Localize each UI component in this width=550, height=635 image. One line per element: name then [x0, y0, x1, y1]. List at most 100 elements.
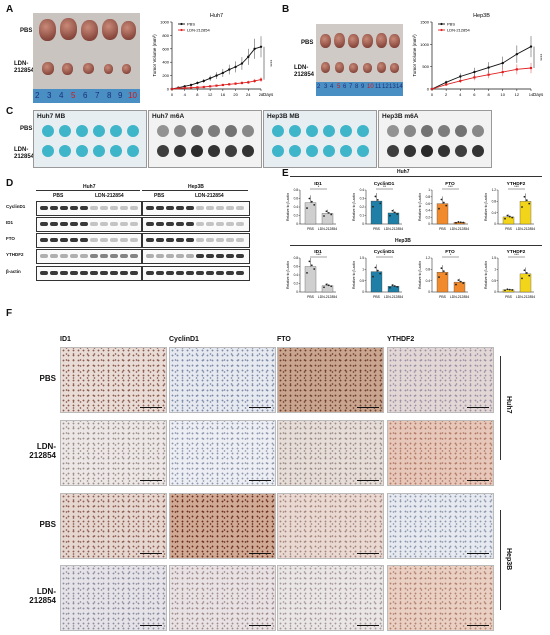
- blot-dot: [110, 125, 122, 137]
- y-tick-label: 0.6: [426, 202, 431, 206]
- y-tick-label: 0: [494, 222, 496, 226]
- ruler-tick-label: 13: [389, 84, 396, 90]
- data-dot: [506, 214, 509, 217]
- tumor: [334, 33, 345, 48]
- y-tick-label: 1500: [420, 20, 430, 25]
- blot-band: [60, 222, 68, 226]
- ihc-image: [60, 493, 167, 559]
- blot-band: [40, 222, 48, 226]
- ruler-tick-label: 7: [95, 91, 100, 100]
- blot-band: [70, 238, 78, 242]
- tumor: [390, 63, 399, 73]
- scale-bar: [140, 479, 162, 481]
- significance-stars: *: [450, 252, 452, 257]
- data-dot: [445, 204, 448, 207]
- x-tick-label: 12: [515, 92, 520, 97]
- data-dot: [455, 221, 457, 224]
- y-tick-label: 0.2: [294, 214, 299, 218]
- bar: [304, 266, 317, 293]
- data-dot: [374, 266, 377, 269]
- data-dot: [327, 284, 330, 287]
- data-dot: [523, 195, 526, 198]
- data-dot: [455, 283, 457, 286]
- data-dot: [528, 202, 531, 205]
- ihc-row-label: PBS: [6, 520, 56, 529]
- data-dot: [528, 274, 531, 277]
- y-tick-label: 0.5: [360, 279, 365, 283]
- blot-dot: [357, 145, 369, 157]
- blot-band: [90, 271, 98, 275]
- y-tick-label: 800: [162, 33, 169, 38]
- blot-group-pbs: PBS: [53, 193, 64, 199]
- y-tick-label: 1.5: [492, 256, 497, 260]
- data-point: [253, 79, 256, 83]
- ruler-tick-label: 11: [375, 84, 382, 90]
- ihc-row-label-line: 212854: [29, 596, 56, 605]
- ruler: 2 3 4 5 6 7 8 9 10 11 12 13 14: [316, 82, 403, 96]
- data-point: [430, 87, 434, 91]
- data-dot: [372, 275, 374, 278]
- data-dot: [457, 279, 460, 281]
- data-point: [501, 70, 504, 74]
- data-point: [209, 85, 212, 88]
- data-dot: [308, 197, 311, 200]
- blot-band: [226, 254, 234, 258]
- bar-chart-title: ID1: [314, 249, 322, 255]
- y-tick-label: 0.4: [492, 211, 497, 215]
- blot-dot: [157, 125, 169, 137]
- bar: [453, 222, 466, 225]
- significance-stars: ***: [448, 184, 453, 189]
- blot-band: [110, 254, 118, 258]
- y-tick-label: 0.5: [492, 279, 497, 283]
- blot-protein-label: CyclinD1: [6, 204, 26, 209]
- tumor: [83, 63, 94, 74]
- data-dot: [504, 289, 506, 292]
- data-dot: [389, 214, 391, 217]
- tumor: [122, 64, 131, 74]
- blot-band: [216, 238, 224, 242]
- dot-blot-membrane: Huh7 m6A: [148, 110, 262, 168]
- bar: [387, 286, 400, 293]
- y-tick-label: 0.8: [294, 188, 299, 192]
- x-tick-label: PBS: [439, 227, 447, 231]
- y-tick-label: 0: [427, 87, 430, 92]
- blot-band: [196, 238, 204, 242]
- ihc-image: [387, 347, 494, 413]
- blot-band: [226, 271, 234, 275]
- data-dot: [459, 280, 462, 283]
- x-tick-label: PBS: [373, 227, 381, 231]
- x-tick-label: 0: [431, 92, 434, 97]
- y-tick-label: 0: [296, 290, 298, 294]
- legend-marker: [440, 22, 443, 26]
- blot-dot: [455, 145, 467, 157]
- blot-dot: [208, 145, 220, 157]
- blot-band: [166, 271, 174, 275]
- blot-dot: [42, 125, 54, 137]
- blot-band: [100, 271, 108, 275]
- data-dot: [372, 205, 374, 208]
- y-tick-label: 0: [167, 87, 170, 92]
- y-tick-label: 0.4: [294, 273, 299, 277]
- membrane-title: Hep3B m6A: [382, 113, 419, 120]
- data-dot: [325, 283, 328, 286]
- data-dot: [306, 207, 308, 209]
- legend-entry: LDN-212854: [187, 28, 210, 33]
- data-dot: [376, 269, 379, 272]
- ihc-column-title: ID1: [60, 336, 71, 343]
- data-point: [228, 83, 231, 86]
- blot-band: [100, 238, 108, 242]
- ruler-tick-label: 10: [128, 91, 137, 100]
- panel-b-row-ldn: LDN- 212854: [294, 65, 314, 79]
- y-tick-label: 0.8: [426, 195, 431, 199]
- data-point: [240, 62, 244, 65]
- y-tick-label: 1: [428, 188, 430, 192]
- ruler-tick-label: 10: [367, 84, 374, 90]
- ihc-image: [277, 565, 384, 631]
- y-tick-label: 1: [494, 268, 496, 272]
- blot-protein-label: YTHDF2: [6, 252, 24, 257]
- blot-band: [60, 271, 68, 275]
- series-line-1: [431, 67, 532, 90]
- legend-marker: [440, 28, 443, 32]
- y-axis-label: Relative to β-actin: [418, 261, 422, 289]
- y-axis-label: Relative to β-actin: [418, 193, 422, 221]
